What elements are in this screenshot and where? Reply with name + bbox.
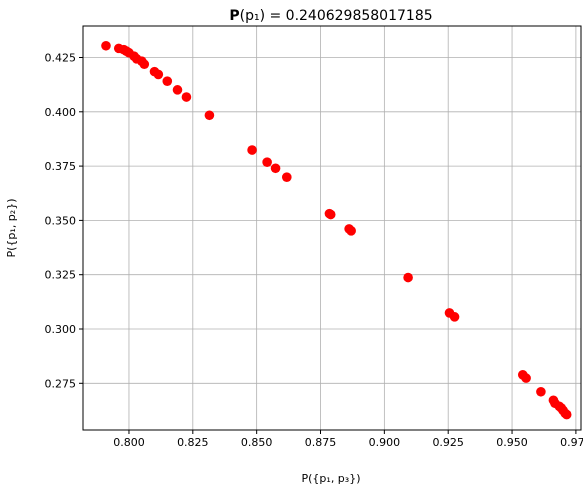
y-axis-label: P({p₁, p₂}): [5, 199, 18, 258]
data-point: [536, 386, 546, 397]
x-tick-label: 0.975: [560, 436, 583, 449]
x-axis-label: P({p₁, p₃}): [302, 472, 361, 485]
x-tick-label: 0.900: [369, 436, 401, 449]
svg-text:P(p₁) = 0.240629858017185: P(p₁) = 0.240629858017185: [229, 8, 432, 24]
data-point: [325, 209, 336, 220]
x-tick-label: 0.800: [113, 436, 145, 449]
data-point: [449, 312, 460, 322]
data-point: [172, 85, 183, 95]
title-rest: (p₁) = 0.240629858017185: [240, 8, 433, 24]
data-point: [346, 226, 356, 236]
x-tick-label: 0.825: [177, 436, 209, 449]
data-point: [403, 272, 413, 283]
y-tick-label: 0.425: [45, 51, 77, 64]
data-point: [262, 157, 272, 167]
data-point: [561, 409, 572, 420]
y-tick-label: 0.300: [45, 323, 77, 336]
data-point: [101, 40, 111, 51]
title: P(p₁) = 0.240629858017185: [229, 8, 432, 24]
x-tick-label: 0.875: [305, 436, 337, 449]
data-point: [139, 59, 150, 70]
data-point: [247, 145, 257, 155]
data-point: [162, 76, 173, 86]
data-point: [153, 69, 164, 80]
data-points: [101, 40, 572, 420]
y-tick-label: 0.400: [45, 106, 77, 119]
data-point: [521, 373, 531, 383]
y-axis-ticks: 0.275 0.300 0.325 0.350 0.375 0.400 0.425: [45, 51, 83, 390]
x-tick-label: 0.925: [432, 436, 464, 449]
grid: [83, 26, 581, 430]
y-tick-label: 0.375: [45, 160, 77, 173]
y-tick-label: 0.350: [45, 214, 77, 227]
data-point: [181, 92, 192, 102]
x-tick-label: 0.950: [496, 436, 528, 449]
data-point: [281, 172, 292, 182]
y-tick-label: 0.325: [45, 269, 77, 282]
plot-frame: [82, 25, 582, 431]
y-tick-label: 0.275: [45, 377, 77, 390]
data-point: [204, 110, 215, 121]
title-bold-part: P: [229, 8, 239, 24]
x-tick-label: 0.850: [241, 436, 273, 449]
x-axis-ticks: 0.800 0.825 0.850 0.875 0.900 0.925 0.950 0.975: [113, 430, 583, 449]
data-point: [270, 163, 281, 174]
